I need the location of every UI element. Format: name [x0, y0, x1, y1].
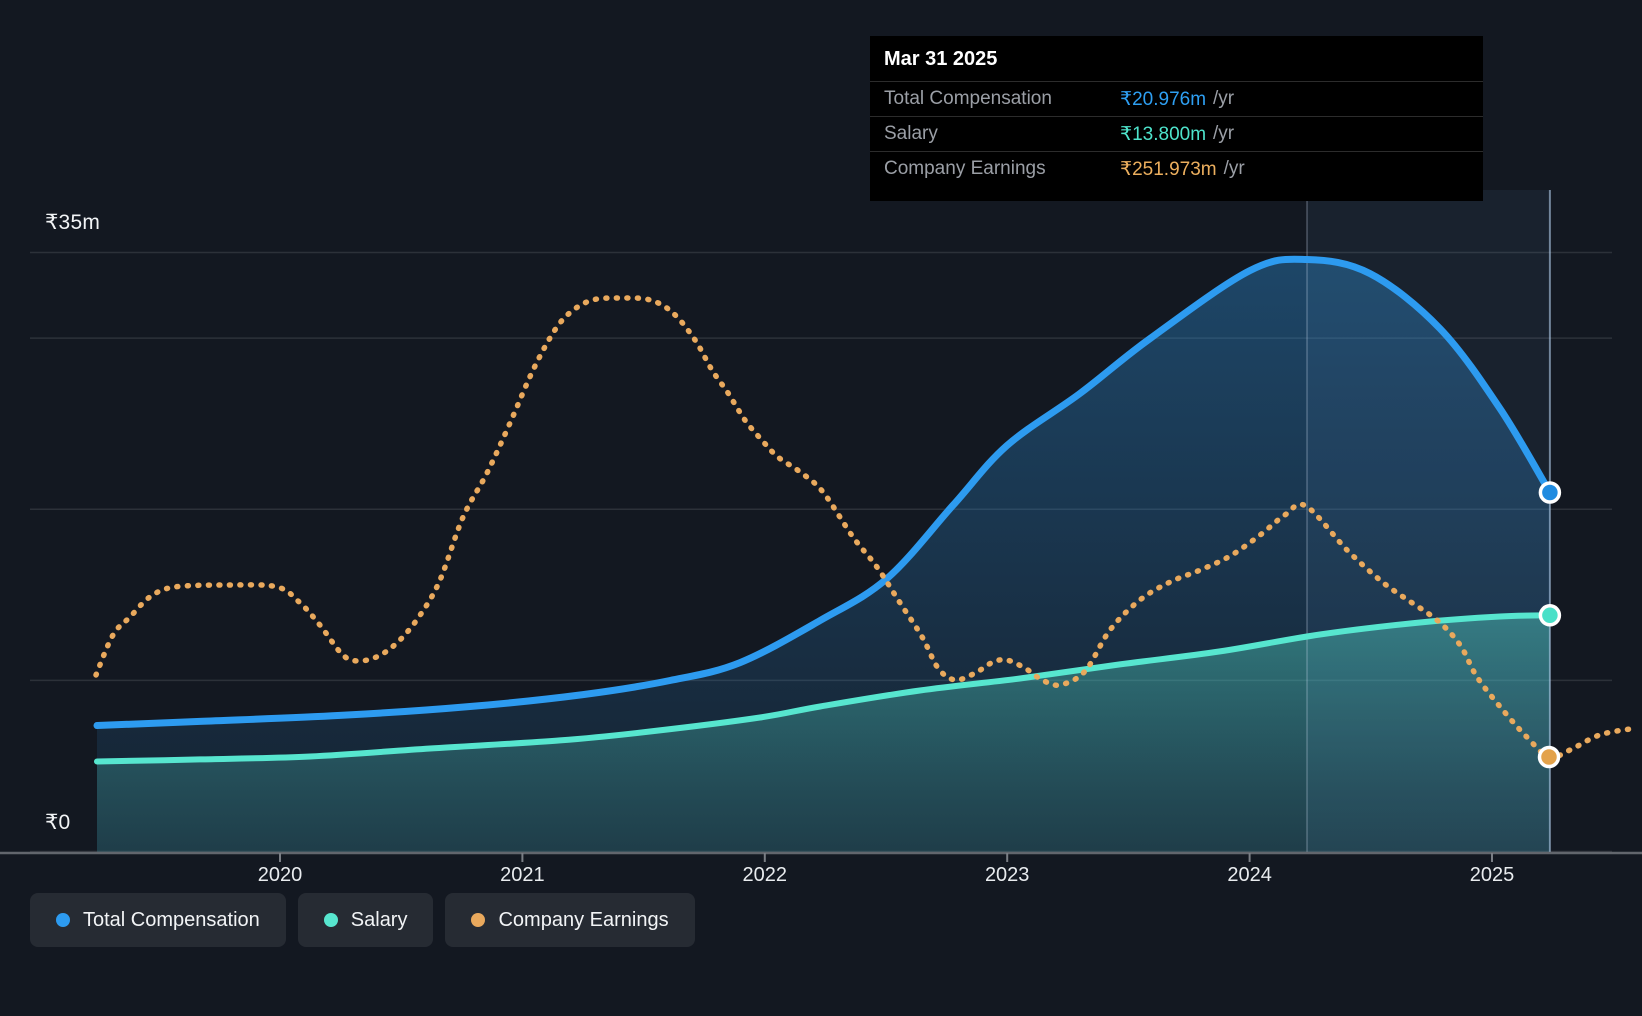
legend-chip-salary[interactable]: Salary [297, 893, 434, 947]
tooltip-label: Total Compensation [884, 88, 1052, 109]
x-tick-label-2024: 2024 [1227, 864, 1272, 886]
line-total_compensation [93, 255, 1554, 729]
legend-label: Salary [350, 908, 408, 931]
line-company_earnings [93, 295, 1640, 761]
x-tick-label-2021: 2021 [500, 864, 545, 886]
legend-dot-salary-icon [323, 913, 338, 927]
x-tick-label-2025: 2025 [1469, 864, 1515, 886]
hover-tooltip: Mar 31 2025 Total Compensation ₹20.976m … [870, 36, 1483, 201]
tooltip-row-salary: Salary ₹13.800m /yr [870, 116, 1483, 151]
tooltip-suffix: /yr [1213, 88, 1235, 109]
tooltip-suffix: /yr [1213, 123, 1235, 144]
legend-label: Total Compensation [83, 908, 260, 931]
y-axis-label-zero: ₹0 [45, 811, 71, 834]
legend-dot-total-compensation-icon [56, 913, 70, 927]
end-marker-total_compensation [1538, 481, 1562, 504]
end-marker-company_earnings [1537, 745, 1561, 769]
highlight-band [1307, 190, 1550, 853]
legend-dot-company-earnings-icon [471, 913, 486, 927]
legend-label: Company Earnings [498, 908, 669, 931]
tooltip-label: Salary [884, 123, 938, 144]
tooltip-value: ₹251.973m [1120, 158, 1217, 180]
legend-chip-company-earnings[interactable]: Company Earnings [445, 893, 695, 947]
y-axis-label-top: ₹35m [45, 211, 101, 234]
x-tick-label-2023: 2023 [984, 864, 1030, 886]
legend: Total Compensation Salary Company Earnin… [30, 893, 695, 947]
tooltip-row-company-earnings: Company Earnings ₹251.973m /yr [870, 151, 1483, 186]
tooltip-suffix: /yr [1223, 158, 1245, 179]
tooltip-date: Mar 31 2025 [884, 48, 998, 70]
tooltip-value: ₹20.976m [1120, 88, 1207, 110]
end-marker-salary [1538, 604, 1562, 627]
tooltip-value: ₹13.800m [1120, 123, 1207, 145]
legend-chip-total-compensation[interactable]: Total Compensation [30, 893, 286, 947]
tooltip-row-total-compensation: Total Compensation ₹20.976m /yr [870, 81, 1483, 116]
line-salary [94, 612, 1553, 765]
x-tick-label-2020: 2020 [257, 864, 303, 886]
tooltip-label: Company Earnings [884, 158, 1046, 179]
area-salary [97, 615, 1550, 853]
x-tick-label-2022: 2022 [742, 864, 788, 886]
